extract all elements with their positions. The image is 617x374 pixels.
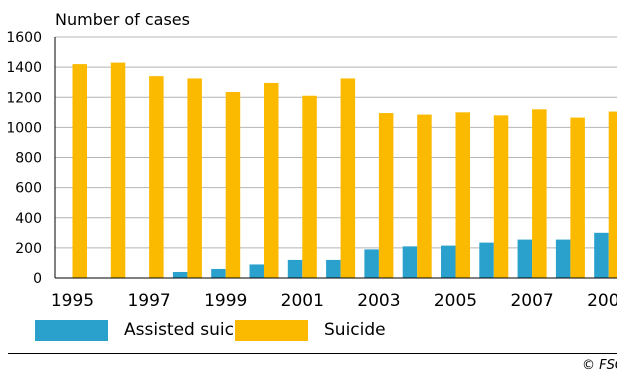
bar-assisted-suicide-2008 <box>555 239 571 278</box>
y-tick-label-0: 0 <box>33 271 42 287</box>
y-tick-label-600: 600 <box>15 181 42 197</box>
bar-assisted-suicide-2004 <box>402 246 418 278</box>
bar-assisted-suicide-2006 <box>479 242 494 278</box>
bar-assisted-suicide-2002 <box>326 259 341 278</box>
y-tick-label-1200: 1200 <box>6 90 42 106</box>
x-tick-label-2001: 2001 <box>281 291 324 311</box>
x-tick-label-1999: 1999 <box>204 291 247 311</box>
bar-suicide-1999 <box>225 91 241 279</box>
bar-suicide-2009 <box>608 111 617 278</box>
bar-suicide-2004 <box>417 114 432 279</box>
x-tick-label-2007: 2007 <box>510 291 553 311</box>
bar-suicide-2008 <box>570 117 585 278</box>
bar-suicide-1998 <box>187 78 202 278</box>
bar-suicide-1997 <box>149 76 164 278</box>
bar-suicide-2001 <box>302 95 317 279</box>
bar-suicide-1996 <box>110 62 126 279</box>
x-tick-label-1995: 1995 <box>51 291 94 311</box>
bar-assisted-suicide-2003 <box>364 249 379 278</box>
footer-rule <box>8 353 617 354</box>
x-tick-label-2009: 2009 <box>587 291 617 311</box>
legend-item-suicide: Suicide <box>235 318 386 342</box>
bar-assisted-suicide-1998 <box>172 271 188 278</box>
bar-suicide-2003 <box>378 113 394 278</box>
y-tick-label-800: 800 <box>15 151 42 167</box>
bar-suicide-2000 <box>264 82 279 278</box>
bar-assisted-suicide-2007 <box>517 239 533 278</box>
bar-assisted-suicide-2000 <box>249 264 264 278</box>
x-tick-label-2005: 2005 <box>434 291 477 311</box>
bar-suicide-2006 <box>493 115 509 278</box>
y-tick-label-1400: 1400 <box>6 60 42 76</box>
y-tick-label-1000: 1000 <box>6 120 42 136</box>
legend-label-assisted-suicide: Assisted suicide <box>124 320 260 340</box>
bar-suicide-2007 <box>532 109 547 278</box>
legend-swatch-suicide <box>235 319 308 341</box>
bar-suicide-2002 <box>340 78 356 278</box>
y-tick-label-400: 400 <box>15 211 42 227</box>
x-tick-label-2003: 2003 <box>357 291 400 311</box>
bar-assisted-suicide-1999 <box>211 268 226 278</box>
legend-swatch-assisted-suicide <box>35 319 108 341</box>
bar-assisted-suicide-2009 <box>594 232 609 278</box>
bars <box>72 62 617 279</box>
y-tick-label-1600: 1600 <box>6 30 42 46</box>
copyright-note: © FSO <box>582 358 617 373</box>
bar-suicide-1995 <box>72 64 87 278</box>
y-axis-title: Number of cases <box>55 10 190 29</box>
bar-suicide-2005 <box>455 112 470 278</box>
legend-item-assisted-suicide: Assisted suicide <box>35 318 260 342</box>
tick-labels: 0 200 400 600 800 1000 1200 1400 1600 1995 1997 199… <box>6 30 617 311</box>
axes <box>54 37 617 279</box>
bar-assisted-suicide-2005 <box>441 245 456 278</box>
legend-label-suicide: Suicide <box>324 320 386 340</box>
bar-assisted-suicide-2001 <box>287 259 303 278</box>
x-tick-label-1997: 1997 <box>127 291 170 311</box>
y-tick-label-200: 200 <box>15 241 42 257</box>
